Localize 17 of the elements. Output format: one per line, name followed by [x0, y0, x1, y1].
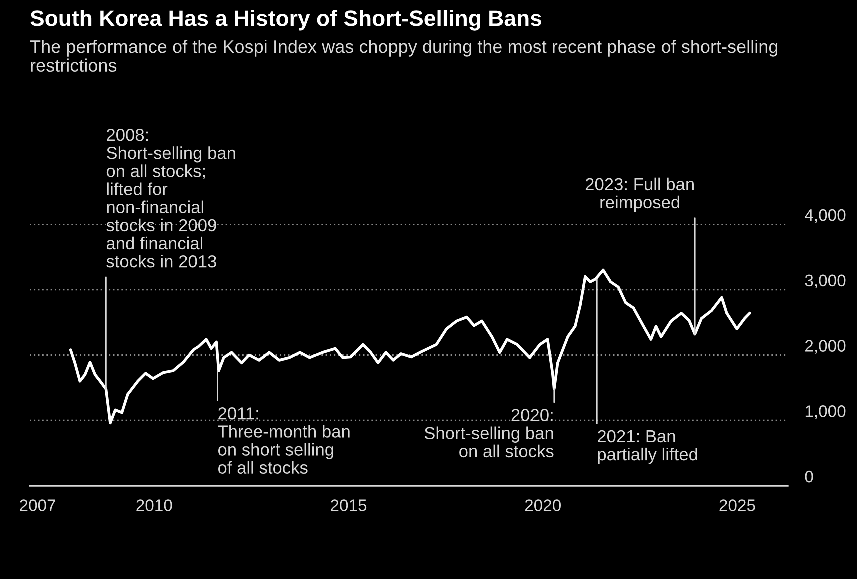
chart-title: South Korea Has a History of Short-Selling Bans	[30, 10, 542, 31]
y-tick-label: 4,000	[805, 209, 846, 224]
annotation: 2020: Short-selling ban on all stocks	[424, 409, 554, 458]
annotation: 2023: Full ban reimposed	[586, 178, 694, 212]
annotation: 2008: Short-selling ban on all stocks; lifted for non-financial stocks in 2009 and financial stocks in 2013	[106, 128, 236, 268]
chart-subtitle: The performance of the Kospi Index was choppy during the most recent phase of short-selling restrictions	[30, 40, 778, 72]
x-tick-label: 2020	[525, 500, 561, 512]
x-tick-label: 2010	[136, 500, 172, 512]
x-tick-label: 2025	[720, 500, 756, 512]
y-tick-label: 1,000	[806, 406, 846, 420]
y-tick-label: 0	[805, 470, 814, 483]
y-tick-label: 3,000	[805, 274, 846, 289]
x-tick-label: 2015	[331, 500, 367, 512]
annotation: 2021: Ban partially lifted	[598, 430, 698, 464]
annotation: 2011: Three-month ban on short selling of all stocks	[218, 408, 350, 474]
x-tick-label: 2007	[20, 500, 56, 512]
y-tick-label: 2,000	[806, 340, 846, 354]
